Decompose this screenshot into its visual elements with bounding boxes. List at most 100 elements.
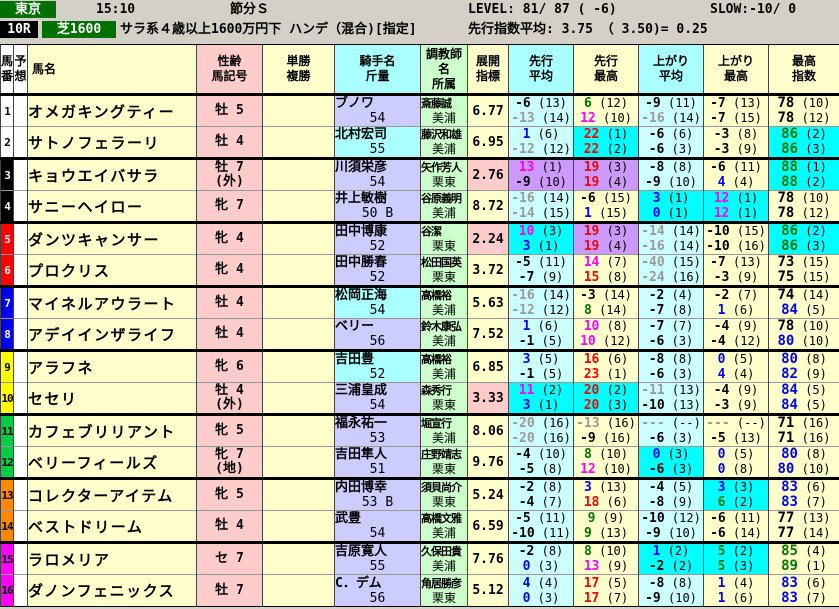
sex-age-cell: 牝 7 (地) bbox=[196, 446, 263, 480]
horse-row[interactable]: 5 ダンツキャンサー 牝 4 田中博康 52 谷潔 栗東 2.24 10 (3) 3 … bbox=[0, 222, 839, 255]
sex-age-cell: 牡 7 (外) bbox=[196, 158, 263, 191]
pace-index-cell: 6.59 bbox=[467, 510, 509, 544]
top-index-cell: 78 (10) 78 (12) bbox=[768, 190, 839, 224]
pace-index-cell: 8.06 bbox=[467, 414, 509, 447]
odds-cell bbox=[262, 478, 335, 511]
jockey-cell: 田中博康 52 bbox=[334, 222, 421, 255]
closing-best-cell: -4 (9) -3 (9) bbox=[703, 382, 769, 416]
closing-best-cell: 12 (1) 12 (1) bbox=[703, 190, 769, 224]
front-best-cell: 19 (3) 19 (4) bbox=[573, 158, 639, 191]
closing-best-cell: -3 (8) -3 (9) bbox=[703, 126, 769, 160]
horse-number-cell: 16 bbox=[0, 574, 14, 607]
col-header-front-avg: 先行 平均 bbox=[508, 44, 574, 96]
odds-cell bbox=[262, 222, 335, 255]
horse-row[interactable]: 2 サトノフェラーリ 牡 4 北村宏司 55 藤沢和雄 美浦 6.95 1 (6) -… bbox=[0, 126, 839, 160]
prediction-cell[interactable] bbox=[13, 382, 28, 416]
closing-avg-cell: -14 (14) -16 (14) bbox=[638, 222, 704, 255]
closing-avg-cell: -40 (15) -24 (16) bbox=[638, 254, 704, 288]
jockey-cell: 松岡正海 54 bbox=[334, 286, 421, 319]
horse-number-cell: 11 bbox=[0, 414, 14, 447]
horse-number-cell: 1 bbox=[0, 94, 14, 127]
horse-name: コレクターアイテム bbox=[27, 478, 197, 511]
top-index-cell: 88 (1) 88 (2) bbox=[768, 158, 839, 191]
closing-avg-cell: 1 (2) -2 (2) bbox=[638, 542, 704, 575]
prediction-cell[interactable] bbox=[13, 414, 28, 447]
closing-avg-cell: -8 (8) -9 (10) bbox=[638, 158, 704, 191]
prediction-cell[interactable] bbox=[13, 446, 28, 480]
closing-best-cell: 5 (2) 5 (3) bbox=[703, 542, 769, 575]
jockey-cell: 川須栄彦 54 bbox=[334, 158, 421, 191]
race-conditions: サラ系４歳以上1600万円下 ハンデ（混合)[指定] bbox=[120, 22, 417, 37]
horse-row[interactable]: 15 ラロメリア セ 7 吉原寛人 55 久保田貴 美浦 7.76 -2 (8) 0 … bbox=[0, 542, 839, 575]
horse-row[interactable]: 1 オメガキングティー 牡 5 ブノワ 54 斎藤誠 美浦 6.77 -6 (13)… bbox=[0, 94, 839, 127]
horse-number-cell: 5 bbox=[0, 222, 14, 255]
slow-indicator: SLOW:-10/ 0 bbox=[710, 2, 797, 17]
front-avg-cell: 11 (2) 3 (1) bbox=[508, 382, 574, 416]
odds-cell bbox=[262, 574, 335, 607]
horse-row[interactable]: 7 マイネルアウラート 牡 4 松岡正海 54 高橋裕 美浦 5.63 -16 (1… bbox=[0, 286, 839, 319]
prediction-cell[interactable] bbox=[13, 286, 28, 319]
prediction-cell[interactable] bbox=[13, 158, 28, 191]
prediction-cell[interactable] bbox=[13, 318, 28, 352]
horse-number-cell: 8 bbox=[0, 318, 14, 352]
pace-index-cell: 7.52 bbox=[467, 318, 509, 352]
closing-best-cell: 0 (5) 4 (4) bbox=[703, 350, 769, 383]
closing-best-cell: -6 (11) -6 (14) bbox=[703, 510, 769, 544]
odds-cell bbox=[262, 254, 335, 288]
horse-row[interactable]: 3 キョウエイバサラ 牡 7 (外) 川須栄彦 54 矢作芳人 栗東 2.76 13 … bbox=[0, 158, 839, 191]
trainer-cell: 須貝尚介 栗東 bbox=[420, 478, 468, 511]
sex-age-cell: 牡 5 bbox=[196, 94, 263, 127]
prediction-cell[interactable] bbox=[13, 350, 28, 383]
pace-index-cell: 9.76 bbox=[467, 446, 509, 480]
prediction-cell[interactable] bbox=[13, 478, 28, 511]
odds-cell bbox=[262, 190, 335, 224]
horse-row[interactable]: 8 アデイインザライフ 牡 4 ベリー 56 鈴木康弘 美浦 7.52 1 (6) -… bbox=[0, 318, 839, 352]
col-header-odds: 単勝 複勝 bbox=[262, 44, 335, 96]
jockey-cell: 三浦皇成 54 bbox=[334, 382, 421, 416]
horse-number-cell: 3 bbox=[0, 158, 14, 191]
prediction-cell[interactable] bbox=[13, 222, 28, 255]
sex-age-cell: 牡 4 (外) bbox=[196, 382, 263, 416]
trainer-cell: 鈴木康弘 美浦 bbox=[420, 318, 468, 352]
horse-name: アデイインザライフ bbox=[27, 318, 197, 352]
horse-row[interactable]: 4 サニーヘイロー 牝 7 井上敏樹 50 B 谷原義明 美浦 8.72 -16 (… bbox=[0, 190, 839, 224]
horse-row[interactable]: 13 コレクターアイテム 牝 5 内田博幸 53 B 須貝尚介 栗東 5.24 -2… bbox=[0, 478, 839, 511]
closing-avg-cell: -11 (13) -10 (13) bbox=[638, 382, 704, 416]
closing-best-cell: 1 (4) 1 (6) bbox=[703, 574, 769, 607]
horse-number-cell: 10 bbox=[0, 382, 14, 416]
horse-number-cell: 9 bbox=[0, 350, 14, 383]
col-header-jockey: 騎手名 斤量 bbox=[334, 44, 421, 96]
front-best-cell: -6 (15) 1 (15) bbox=[573, 190, 639, 224]
horse-row[interactable]: 12 ベリーフィールズ 牝 7 (地) 吉田隼人 51 庄野靖志 栗東 9.76 -4… bbox=[0, 446, 839, 480]
trainer-cell: 森秀行 栗東 bbox=[420, 382, 468, 416]
jockey-cell: 福永祐一 53 bbox=[334, 414, 421, 447]
sex-age-cell: 牡 4 bbox=[196, 318, 263, 352]
front-avg-cell: -20 (16) -20 (16) bbox=[508, 414, 574, 447]
race-title: 節分Ｓ bbox=[230, 2, 270, 17]
closing-best-cell: -7 (13) -7 (15) bbox=[703, 94, 769, 127]
prediction-cell[interactable] bbox=[13, 254, 28, 288]
horse-row[interactable]: 14 ベストドリーム 牡 4 武豊 54 高橋文雅 美浦 6.59 -5 (11) -… bbox=[0, 510, 839, 544]
horse-row[interactable]: 6 プロクリス 牝 4 田中勝春 52 松田国英 栗東 3.72 -5 (11) -7… bbox=[0, 254, 839, 288]
horse-row[interactable]: 11 カフェブリリアント 牝 5 福永祐一 53 堀宣行 美浦 8.06 -20 (… bbox=[0, 414, 839, 447]
horse-row[interactable]: 10 セセリ 牡 4 (外) 三浦皇成 54 森秀行 栗東 3.33 11 (2) 3 … bbox=[0, 382, 839, 416]
horse-row[interactable]: 9 アラフネ 牝 6 吉田豊 52 高橋裕 美浦 6.85 3 (5) -1 (5) … bbox=[0, 350, 839, 383]
horse-name: キョウエイバサラ bbox=[27, 158, 197, 191]
odds-cell bbox=[262, 94, 335, 127]
col-header-closing-avg: 上がり 平均 bbox=[638, 44, 704, 96]
trainer-cell: 藤沢和雄 美浦 bbox=[420, 126, 468, 160]
horse-name: ダノンフェニックス bbox=[27, 574, 197, 607]
prediction-cell[interactable] bbox=[13, 94, 28, 127]
horse-number-cell: 14 bbox=[0, 510, 14, 544]
prediction-cell[interactable] bbox=[13, 542, 28, 575]
prediction-cell[interactable] bbox=[13, 190, 28, 224]
track-badge: 東京 bbox=[0, 1, 56, 18]
course-badge: 芝1600 bbox=[42, 21, 116, 38]
prediction-cell[interactable] bbox=[13, 510, 28, 544]
prediction-cell[interactable] bbox=[13, 126, 28, 160]
prediction-cell[interactable] bbox=[13, 574, 28, 607]
horse-row[interactable]: 16 ダノンフェニックス 牡 7 C．デム 56 角居勝彦 栗東 5.12 4 (4… bbox=[0, 574, 839, 607]
col-header-top-index: 最高 指数 bbox=[768, 44, 839, 96]
closing-best-cell: 0 (5) 0 (8) bbox=[703, 446, 769, 480]
pace-index-cell: 3.33 bbox=[467, 382, 509, 416]
